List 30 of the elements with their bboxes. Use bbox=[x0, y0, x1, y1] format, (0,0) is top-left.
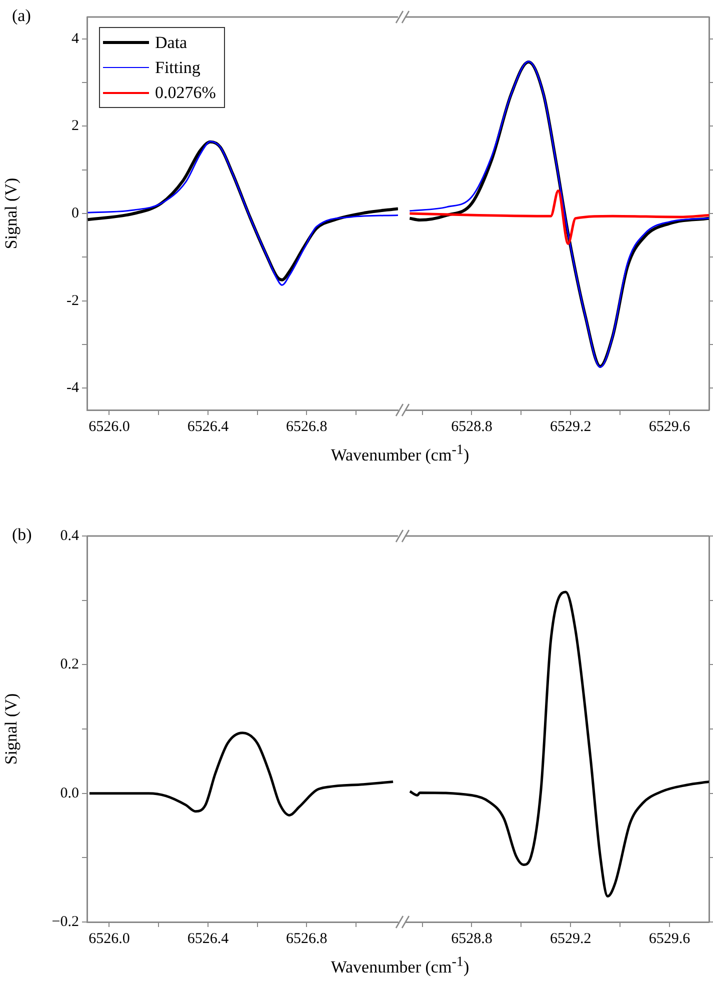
y-tick-label: -4 bbox=[66, 380, 80, 396]
x-tick-label: 6526.0 bbox=[88, 418, 130, 435]
y-tick-label: 0.4 bbox=[60, 528, 80, 544]
legend-label: Fitting bbox=[155, 58, 200, 78]
x-tick-label: 6529.6 bbox=[648, 930, 691, 947]
chart-title: (b) bbox=[12, 525, 32, 545]
legend-label: Data bbox=[155, 32, 188, 52]
y-tick-label: -2 bbox=[66, 292, 79, 309]
x-tick-label: 6526.8 bbox=[286, 418, 328, 435]
x-tick-label: 6526.0 bbox=[88, 930, 130, 947]
legend-label: 0.0276% bbox=[155, 82, 216, 102]
y-tick-label: 4 bbox=[72, 30, 80, 47]
y-tick-label: 0.0 bbox=[60, 785, 79, 802]
x-tick-label: 6528.8 bbox=[451, 930, 492, 947]
x-tick-label: 6529.2 bbox=[550, 930, 592, 947]
y-tick-label: −0.2 bbox=[52, 914, 79, 930]
x-axis-title: Wavenumber (cm$^{-1}$) bbox=[330, 954, 470, 978]
x-tick-label: 6529.2 bbox=[550, 418, 592, 435]
x-axis-title: Wavenumber (cm$^{-1}$) bbox=[330, 442, 470, 466]
y-tick-label: 0 bbox=[72, 205, 79, 222]
x-tick-label: 6528.8 bbox=[451, 418, 492, 435]
y-axis-title: Signal (V) bbox=[2, 693, 21, 765]
x-tick-label: 6529.6 bbox=[648, 418, 691, 435]
x-tick-label: 6526.4 bbox=[187, 418, 230, 435]
y-tick-label: 0.2 bbox=[60, 656, 79, 673]
chart-title: (a) bbox=[12, 6, 31, 26]
y-axis-title: Signal (V) bbox=[2, 178, 21, 250]
x-tick-label: 6526.8 bbox=[286, 930, 328, 947]
x-tick-label: 6526.4 bbox=[187, 930, 230, 947]
y-tick-label: 2 bbox=[72, 118, 79, 134]
